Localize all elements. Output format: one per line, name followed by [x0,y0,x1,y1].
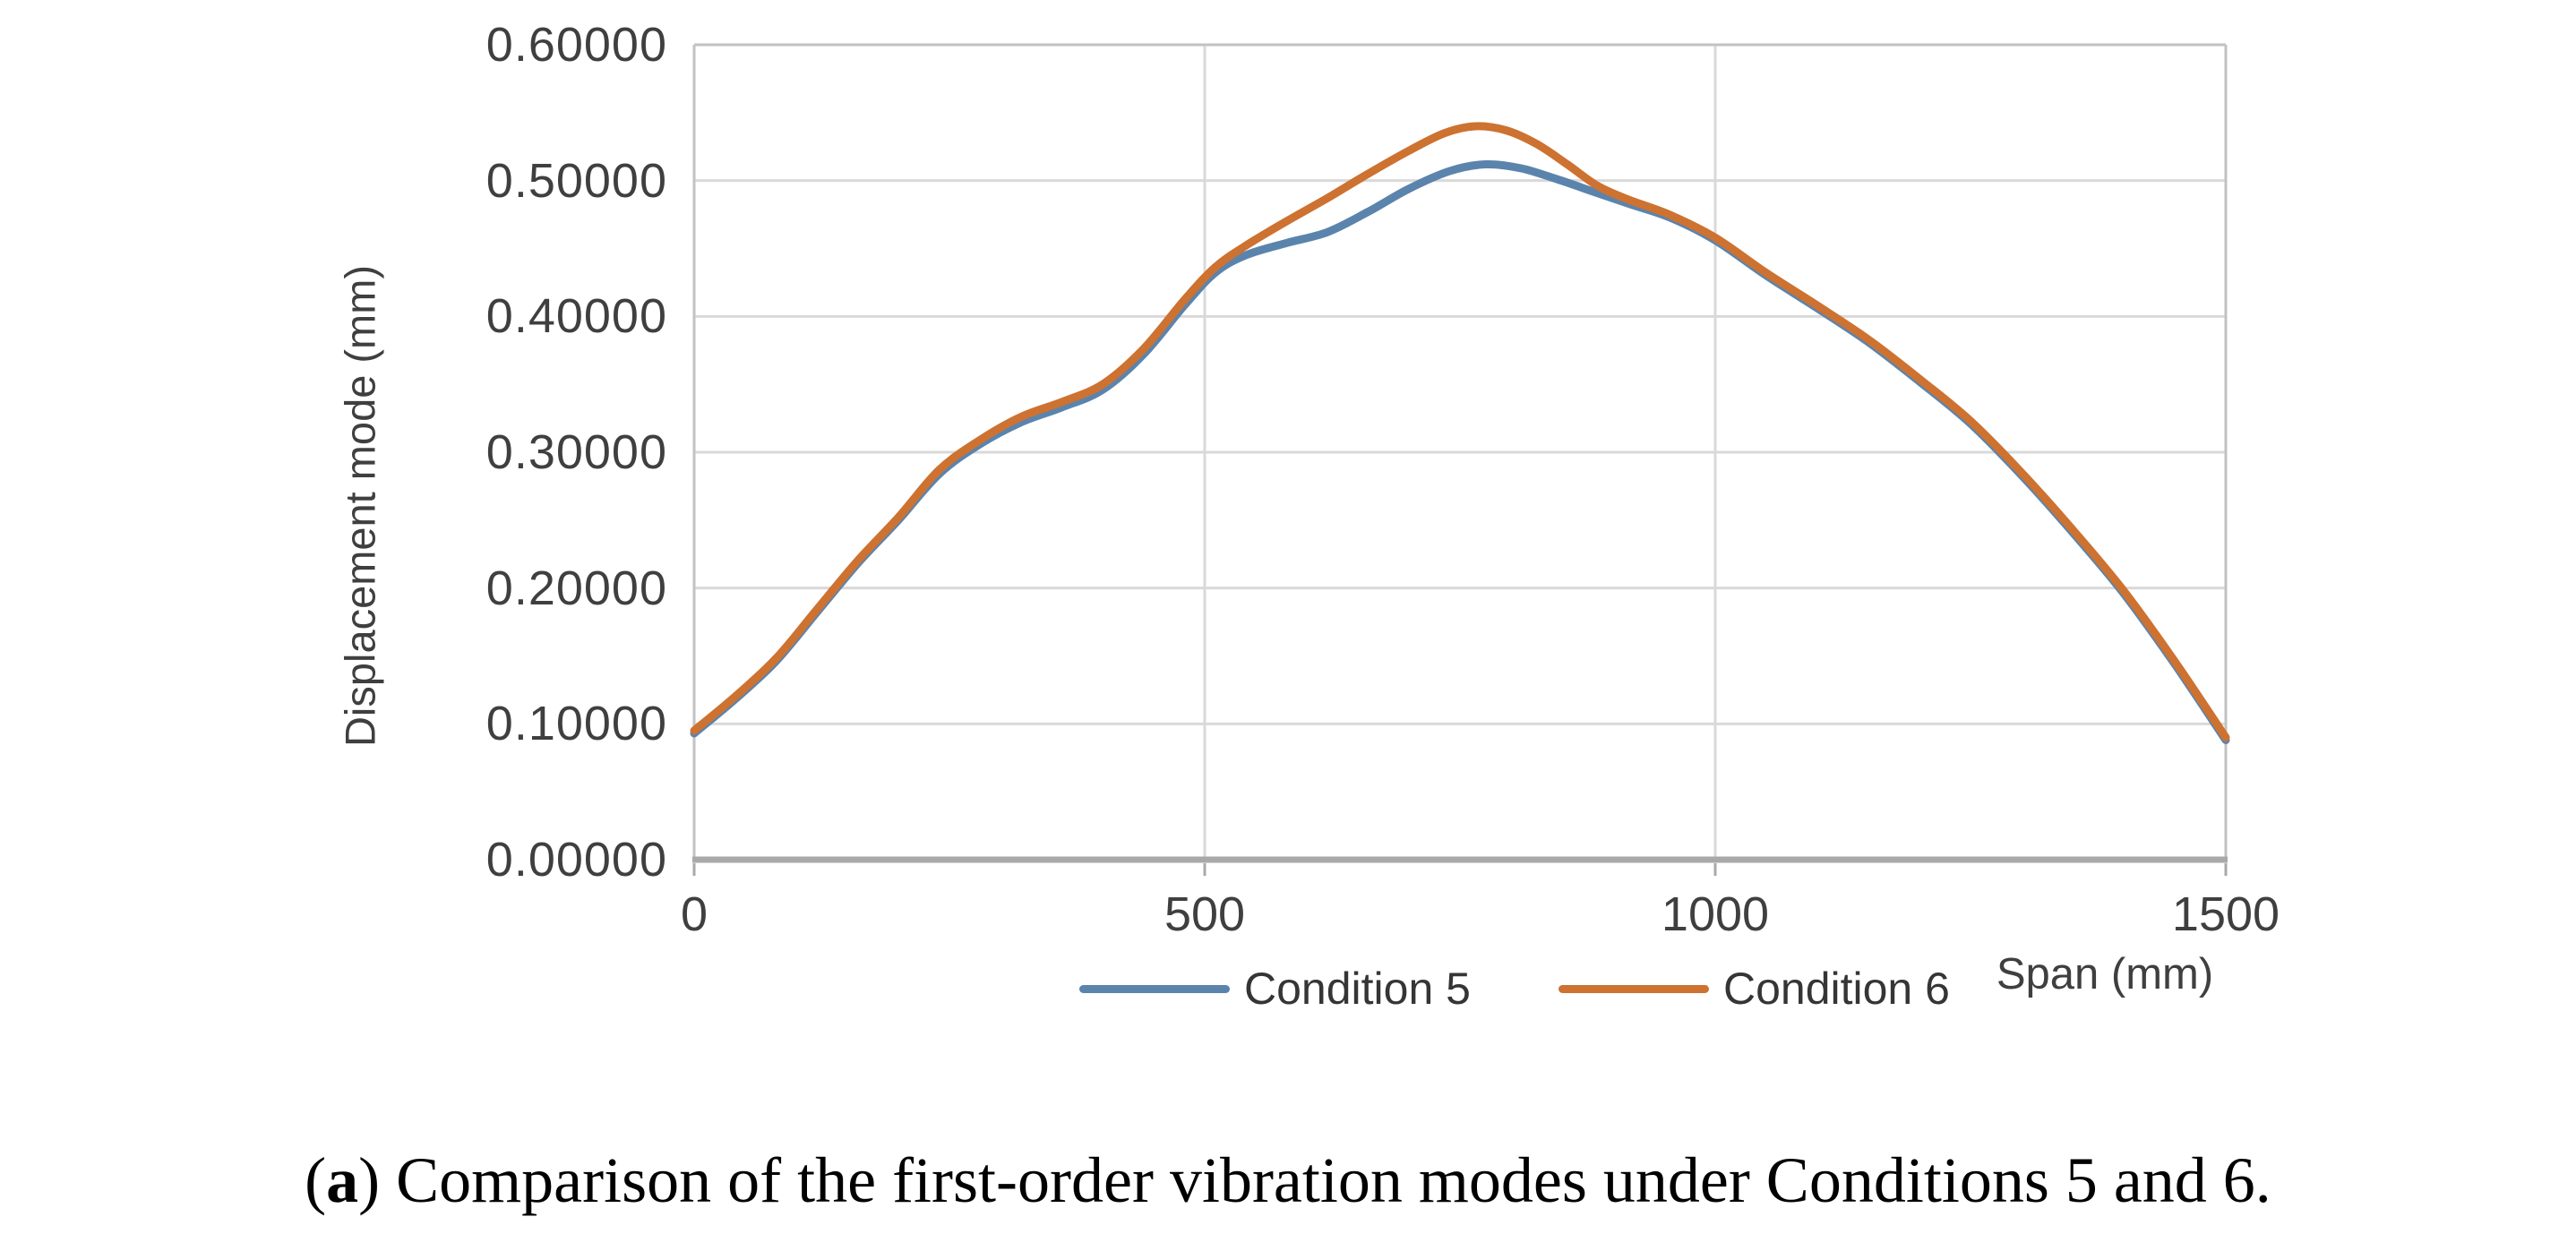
legend-label: Condition 5 [1244,964,1471,1014]
condition-5-line-swatch [1079,984,1230,993]
y-tick-label: 0.10000 [485,697,667,750]
figure-caption: (a) Comparison of the first-order vibrat… [305,1143,2271,1218]
condition-6-line-swatch [1558,984,1709,993]
y-tick-label: 0.40000 [485,289,667,343]
legend-item-condition-6: Condition 6 [1558,963,1950,1015]
y-tick-label: 0.50000 [485,154,667,208]
x-tick-label: 1500 [2171,887,2280,941]
y-tick-label: 0.20000 [485,561,667,615]
y-tick-label: 0.00000 [485,833,667,887]
legend-label: Condition 6 [1722,964,1950,1014]
series-line-condition-6 [690,122,2230,741]
legend-item-condition-5: Condition 5 [1079,963,1471,1015]
x-axis-title: Span (mm) [1996,950,2214,998]
caption-marker: a [326,1144,359,1216]
x-tick-label: 1000 [1661,887,1770,941]
y-tick-label: 0.60000 [485,18,667,72]
x-tick-label: 0 [680,887,708,941]
x-tick-label: 500 [1163,887,1246,941]
caption-close-paren: ) [358,1144,397,1216]
chart-legend: Condition 5 Condition 6 [1079,963,1950,1015]
caption-text: Comparison of the first-order vibration … [396,1144,2271,1216]
caption-open-paren: ( [305,1144,327,1216]
y-axis-title: Displacement mode (mm) [336,264,384,748]
y-tick-label: 0.30000 [485,425,667,479]
